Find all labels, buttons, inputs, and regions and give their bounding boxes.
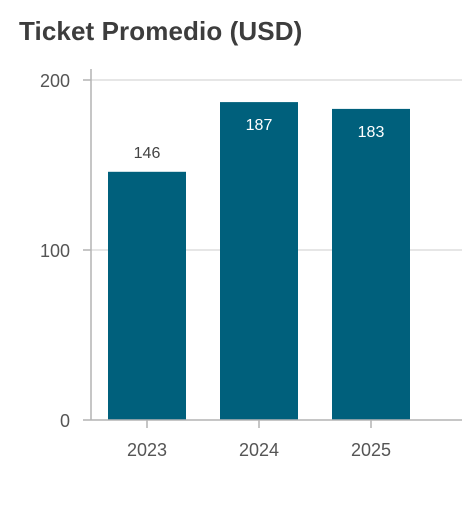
y-tick-label-200: 200 <box>40 71 70 91</box>
y-tick-label-100: 100 <box>40 241 70 261</box>
x-tick-label-2024: 2024 <box>239 440 279 460</box>
data-label-2025: 183 <box>358 124 385 141</box>
x-tick-label-2023: 2023 <box>127 440 167 460</box>
data-labels: 146 187 183 <box>134 117 385 162</box>
y-axis-ticks: 0 100 200 <box>40 71 91 431</box>
bar-2024 <box>220 102 298 420</box>
x-axis-ticks: 2023 2024 2025 <box>127 420 391 460</box>
bar-2025 <box>332 108 410 421</box>
data-label-2023: 146 <box>134 145 161 162</box>
data-label-2024: 187 <box>246 117 273 134</box>
axes <box>90 69 462 421</box>
bar-2023 <box>108 171 186 420</box>
y-tick-label-0: 0 <box>60 411 70 431</box>
x-tick-label-2025: 2025 <box>351 440 391 460</box>
chart-title: Ticket Promedio (USD) <box>19 16 303 46</box>
bars <box>108 102 410 421</box>
